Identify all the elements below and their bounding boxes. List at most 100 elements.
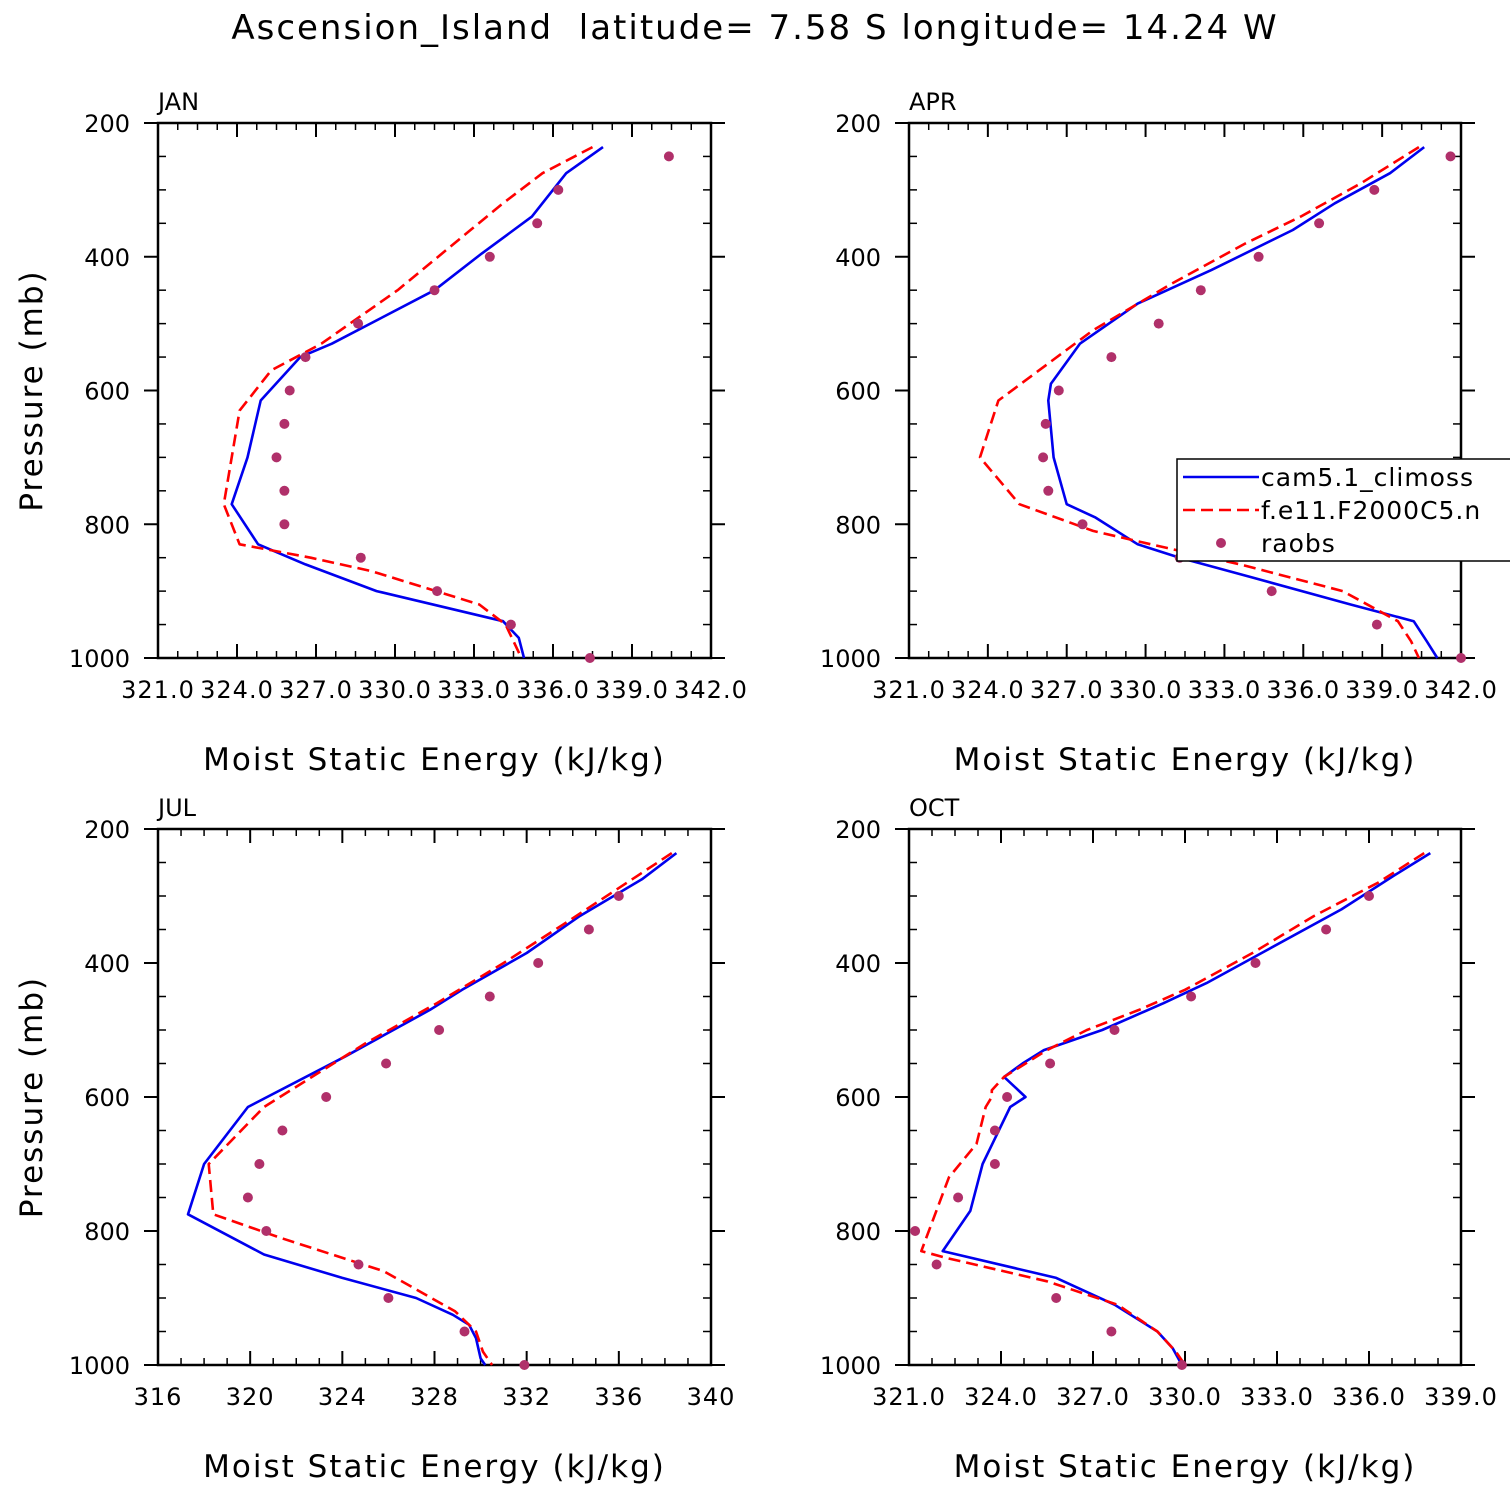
raobs-point [381, 1058, 392, 1069]
plot-frame [907, 827, 1463, 1367]
x-tick-label: 330.0 [358, 676, 432, 704]
x-tick-label: 336.0 [1332, 1383, 1406, 1411]
raobs-point [1109, 1025, 1120, 1035]
figure-title: Ascension_Island latitude= 7.58 S longit… [231, 8, 1279, 48]
x-tick-label: 336.0 [516, 676, 590, 704]
x-tick-label: 330.0 [1148, 1383, 1222, 1411]
x-tick-label: 320 [226, 1383, 275, 1411]
raobs-point [1321, 924, 1332, 935]
y-tick-label: 200 [84, 816, 130, 844]
raobs-point [279, 418, 290, 429]
raobs-point [1153, 318, 1164, 329]
raobs-point [434, 1025, 445, 1035]
raobs-point [242, 1192, 253, 1203]
raobs-point [613, 891, 624, 901]
raobs-point [584, 653, 595, 663]
x-tick-label: 327.0 [1030, 676, 1104, 704]
raobs-point [989, 1125, 1000, 1136]
raobs-point [910, 1226, 921, 1236]
raobs-point [1051, 1293, 1062, 1303]
raobs-point [1077, 519, 1088, 530]
raobs-point [1002, 1092, 1013, 1102]
raobs-point [931, 1259, 942, 1270]
y-tick-label: 400 [835, 244, 881, 272]
legend-label: cam5.1_climoss [1261, 463, 1474, 492]
y-tick-label: 1000 [69, 1352, 130, 1380]
raobs-point [279, 485, 290, 496]
raobs-point [279, 519, 290, 530]
x-tick-label: 330.0 [1109, 676, 1183, 704]
x-tick-label: 324.0 [951, 676, 1025, 704]
raobs-point [1053, 385, 1064, 396]
raobs-point [432, 586, 443, 597]
x-tick-label: 342.0 [1424, 676, 1498, 704]
raobs-point [353, 318, 364, 329]
legend-label: raobs [1261, 529, 1336, 558]
raobs-point [1369, 184, 1380, 195]
x-tick-label: 339.0 [1424, 1383, 1498, 1411]
raobs-point [1045, 1058, 1056, 1069]
y-tick-label: 200 [84, 110, 130, 138]
series-line-cam [941, 851, 1431, 1366]
raobs-point [261, 1226, 272, 1236]
y-tick-label: 1000 [820, 645, 881, 673]
series-line-cam [1047, 146, 1439, 659]
raobs-point [1043, 485, 1054, 496]
panel-label: JUL [156, 794, 197, 822]
raobs-point [953, 1192, 964, 1203]
x-tick-label: 316 [134, 1383, 183, 1411]
series-line-fe11 [207, 852, 673, 1366]
x-tick-label: 332 [502, 1383, 551, 1411]
raobs-point [271, 452, 282, 463]
raobs-point [1253, 251, 1264, 262]
raobs-point [1040, 418, 1051, 429]
series-line-fe11 [978, 145, 1421, 659]
series-line-cam [230, 146, 604, 659]
y-tick-label: 800 [84, 511, 130, 539]
x-axis-label: Moist Static Energy (kJ/kg) [954, 742, 1417, 778]
raobs-point [1371, 619, 1382, 630]
raobs-point [583, 924, 594, 935]
x-tick-label: 342.0 [674, 676, 748, 704]
y-tick-label: 1000 [69, 645, 130, 673]
x-tick-label: 327.0 [1056, 1383, 1130, 1411]
x-tick-label: 328 [410, 1383, 459, 1411]
x-tick-label: 321.0 [121, 676, 195, 704]
y-axis-label: Pressure (mb) [14, 976, 50, 1218]
y-tick-label: 1000 [820, 1352, 881, 1380]
raobs-point [1038, 452, 1049, 463]
y-tick-label: 600 [84, 1084, 130, 1112]
panel-apr: 321.0 324.0 327.0 330.0 333.0 336.0 339.0 342.0… [820, 88, 1498, 778]
raobs-point [353, 1259, 364, 1270]
x-tick-label: 333.0 [1240, 1383, 1314, 1411]
legend: cam5.1_climoss f.e11.F2000C5.n raobs [1176, 458, 1510, 562]
raobs-point [484, 251, 495, 262]
raobs-point [484, 991, 495, 1002]
raobs-point [533, 958, 544, 968]
x-tick-label: 324.0 [200, 676, 274, 704]
x-tick-label: 324 [318, 1383, 367, 1411]
raobs-point [1250, 958, 1261, 968]
y-tick-label: 600 [835, 1084, 881, 1112]
raobs-point [1266, 586, 1277, 597]
raobs-point [284, 385, 295, 396]
x-axis-label: Moist Static Energy (kJ/kg) [203, 1449, 666, 1485]
raobs-point [1456, 653, 1466, 663]
raobs-point [1106, 1326, 1117, 1337]
series-line-fe11 [222, 145, 594, 659]
raobs-point [321, 1092, 332, 1102]
raobs-point [459, 1326, 470, 1337]
panel-jan: 321.0 324.0 327.0 330.0 333.0 336.0 339.0 342.0… [14, 88, 748, 778]
x-tick-label: 336.0 [1266, 676, 1340, 704]
panel-label: OCT [909, 794, 960, 822]
raobs-point [277, 1125, 288, 1136]
raobs-point [519, 1360, 530, 1370]
y-tick-label: 600 [835, 378, 881, 406]
y-tick-label: 400 [84, 950, 130, 978]
plot-frame [907, 121, 1463, 660]
panel-label: JAN [156, 88, 199, 116]
raobs-point [355, 552, 366, 563]
x-tick-label: 340 [687, 1383, 736, 1411]
